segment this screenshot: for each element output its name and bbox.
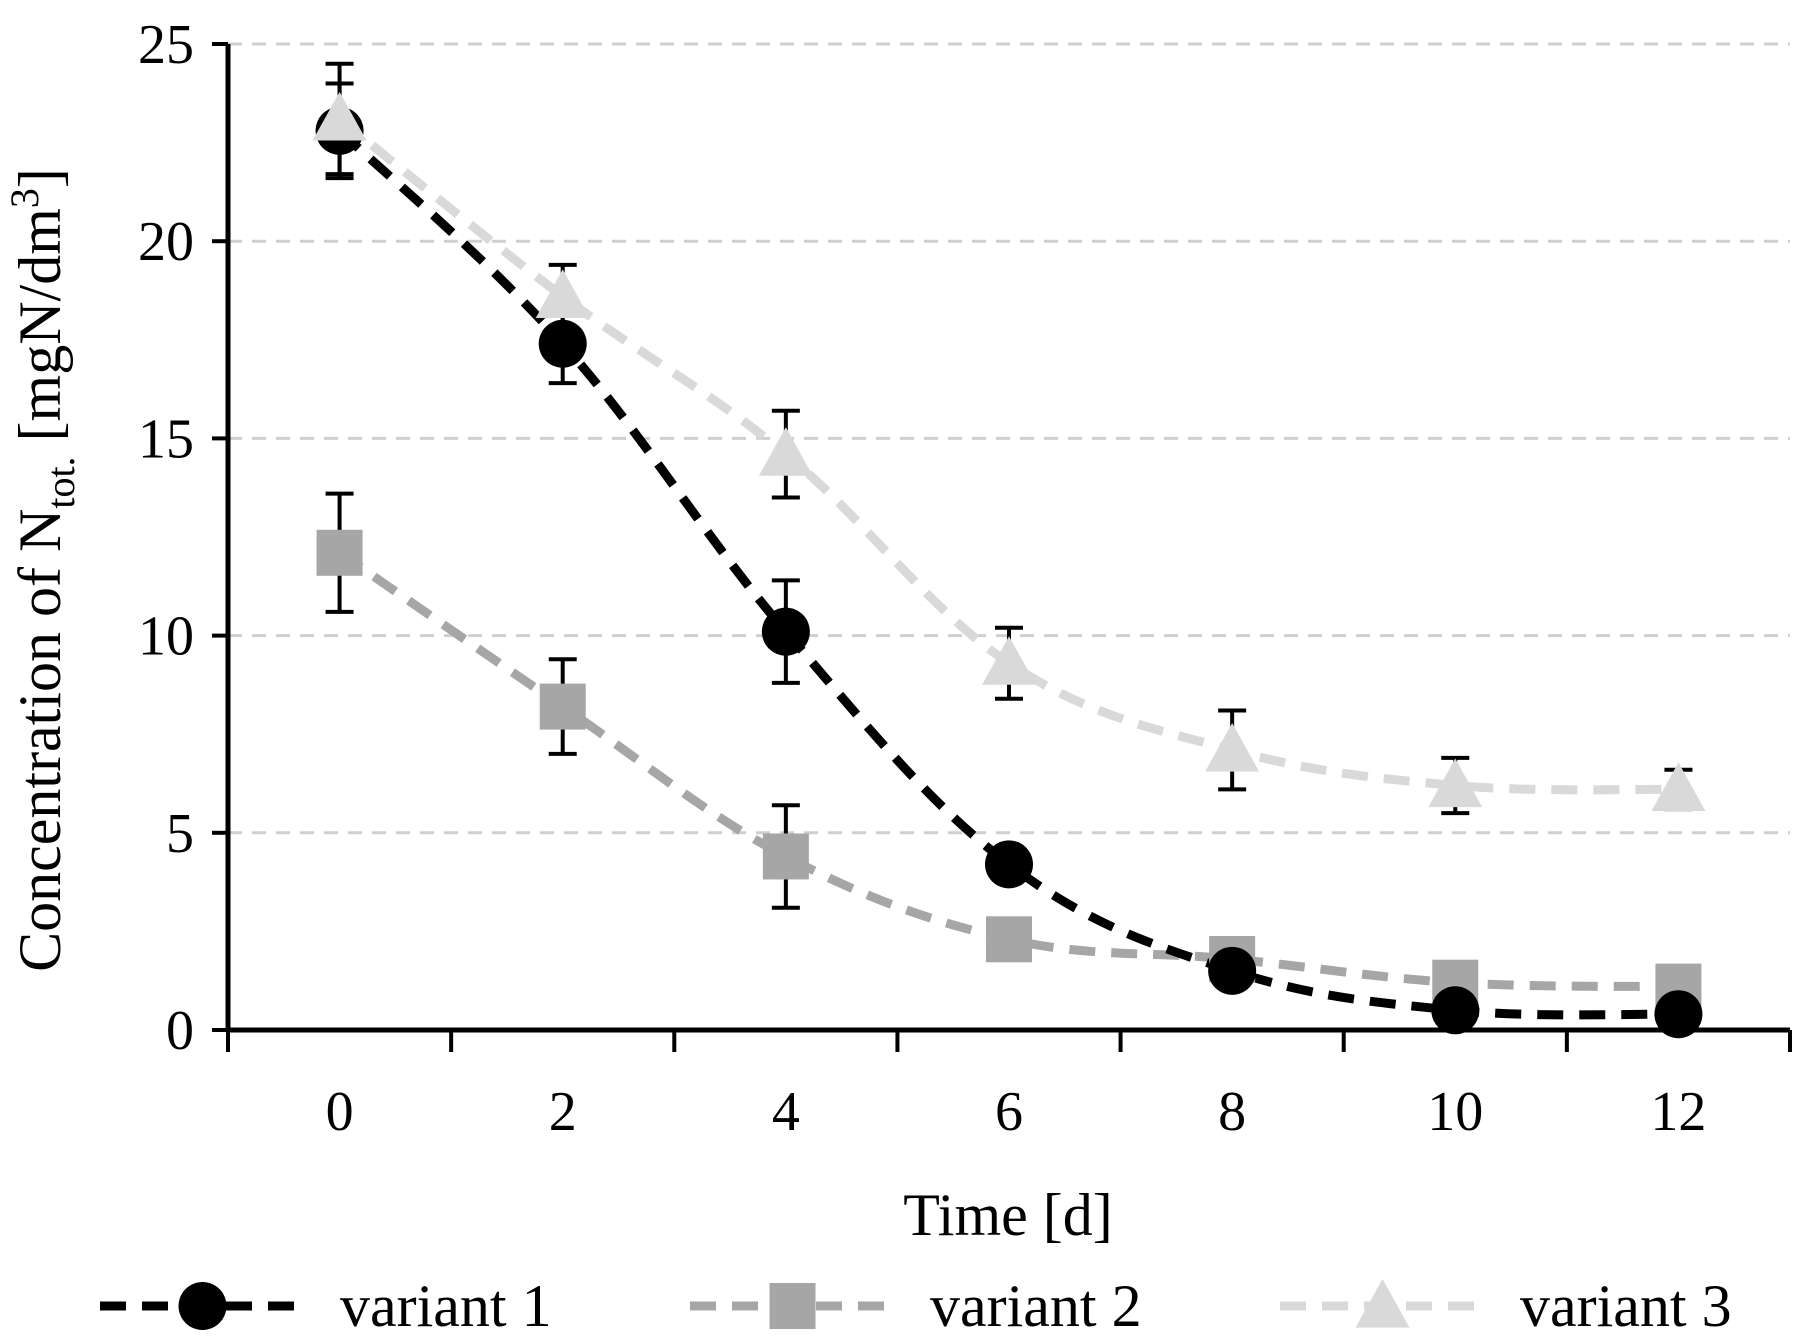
- legend-marker-variant-3: [1355, 1279, 1410, 1328]
- marker-variant-2-0: [316, 529, 363, 576]
- marker-variant-1-8: [1208, 946, 1257, 995]
- marker-variant-3-8: [1205, 722, 1260, 772]
- y-tick-label-0: 0: [166, 1000, 194, 1062]
- legend: variant 1 variant 2 variant 3: [100, 1273, 1732, 1339]
- y-tick-label-15: 15: [138, 408, 194, 470]
- legend-item-variant-2: variant 2: [690, 1273, 1142, 1339]
- error-bars: [325, 61, 1693, 910]
- y-axis-title-subscript: tot.: [38, 456, 83, 508]
- x-tick-label-6: 6: [995, 1081, 1023, 1143]
- y-axis-title-unit-open: [mgN/dm: [7, 208, 73, 456]
- marker-variant-1-4: [761, 607, 810, 656]
- x-axis-title: Time [d]: [903, 1182, 1112, 1248]
- legend-label-variant-1: variant 1: [340, 1273, 552, 1336]
- gridlines: [228, 42, 1790, 835]
- axes: [212, 42, 1792, 1052]
- y-axis-title-unit-close: ]: [7, 168, 73, 188]
- marker-variant-3-2: [535, 269, 590, 319]
- y-tick-label-25: 25: [138, 14, 194, 76]
- x-tick-label-4: 4: [772, 1081, 800, 1143]
- y-tick-label-10: 10: [138, 606, 194, 668]
- y-tick-label-20: 20: [138, 211, 194, 273]
- tick-labels: 0 5 10 15 20 25 0 2 4 6 8 10 12: [138, 14, 1706, 1143]
- markers: [312, 91, 1706, 1039]
- marker-variant-2-4: [762, 833, 809, 880]
- x-tick-label-2: 2: [549, 1081, 577, 1143]
- marker-variant-1-12: [1654, 990, 1703, 1039]
- marker-variant-2-6: [986, 916, 1032, 963]
- legend-label-variant-3: variant 3: [1520, 1273, 1732, 1336]
- x-tick-label-12: 12: [1650, 1081, 1706, 1143]
- legend-label-variant-2: variant 2: [930, 1273, 1142, 1336]
- y-axis-title-superscript: 3: [2, 188, 47, 208]
- legend-marker-variant-1: [178, 1282, 227, 1330]
- x-tick-label-0: 0: [326, 1081, 354, 1143]
- marker-variant-3-4: [758, 427, 813, 476]
- marker-variant-3-10: [1428, 758, 1483, 808]
- y-tick-label-5: 5: [166, 803, 194, 865]
- legend-item-variant-1: variant 1: [100, 1273, 552, 1339]
- x-tick-label-10: 10: [1427, 1081, 1483, 1143]
- y-axis-title-prefix: Concentration of N: [7, 509, 73, 972]
- marker-variant-2-2: [539, 683, 586, 730]
- marker-variant-3-0: [312, 91, 367, 141]
- legend-item-variant-3: variant 3: [1280, 1273, 1732, 1339]
- legend-marker-variant-2: [769, 1283, 816, 1329]
- y-axis-title: Concentration of Ntot. [mgN/dm3]: [2, 168, 83, 972]
- marker-variant-1-6: [985, 840, 1033, 889]
- x-tick-label-8: 8: [1218, 1081, 1246, 1143]
- marker-variant-1-2: [538, 319, 587, 368]
- marker-variant-3-12: [1651, 762, 1706, 812]
- marker-variant-1-10: [1431, 986, 1480, 1035]
- marker-variant-3-6: [982, 636, 1036, 685]
